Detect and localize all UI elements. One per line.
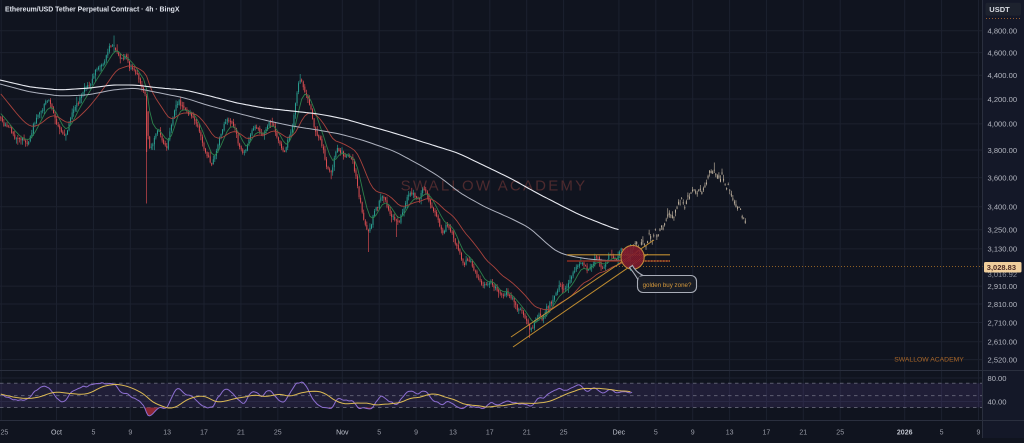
svg-text:2,710.00: 2,710.00 bbox=[988, 318, 1018, 327]
svg-text:2,910.00: 2,910.00 bbox=[988, 282, 1018, 291]
svg-text:4,000.00: 4,000.00 bbox=[988, 120, 1018, 129]
svg-text:3,250.00: 3,250.00 bbox=[988, 226, 1018, 235]
svg-text:21: 21 bbox=[237, 429, 245, 436]
svg-text:17: 17 bbox=[486, 429, 494, 436]
svg-text:25: 25 bbox=[274, 429, 282, 436]
svg-text:5: 5 bbox=[654, 429, 658, 436]
svg-text:5: 5 bbox=[940, 429, 944, 436]
svg-text:Nov: Nov bbox=[336, 429, 349, 436]
svg-text:21: 21 bbox=[799, 429, 807, 436]
svg-text:3,600.00: 3,600.00 bbox=[988, 173, 1018, 182]
svg-text:9: 9 bbox=[414, 429, 418, 436]
svg-text:13: 13 bbox=[726, 429, 734, 436]
svg-text:13: 13 bbox=[449, 429, 457, 436]
svg-text:SWALLOW ACADEMY: SWALLOW ACADEMY bbox=[401, 178, 588, 195]
svg-text:3,800.00: 3,800.00 bbox=[988, 146, 1018, 155]
svg-text:9: 9 bbox=[977, 429, 981, 436]
svg-text:17: 17 bbox=[763, 429, 771, 436]
svg-text:USDT: USDT bbox=[989, 5, 1010, 14]
svg-text:5: 5 bbox=[377, 429, 381, 436]
svg-text:golden buy zone?: golden buy zone? bbox=[643, 282, 692, 289]
svg-text:9: 9 bbox=[691, 429, 695, 436]
svg-text:9: 9 bbox=[128, 429, 132, 436]
svg-text:Ethereum/USD Tether Perpetual: Ethereum/USD Tether Perpetual Contract ·… bbox=[5, 6, 180, 13]
svg-text:3,130.00: 3,130.00 bbox=[988, 245, 1018, 254]
svg-text:3,400.00: 3,400.00 bbox=[988, 203, 1018, 212]
svg-text:2,520.00: 2,520.00 bbox=[988, 355, 1018, 364]
svg-text:2,810.00: 2,810.00 bbox=[988, 300, 1018, 309]
svg-text:5: 5 bbox=[91, 429, 95, 436]
svg-text:25: 25 bbox=[560, 429, 568, 436]
svg-text:40.00: 40.00 bbox=[988, 397, 1007, 406]
svg-text:4,600.00: 4,600.00 bbox=[988, 48, 1018, 57]
svg-text:80.00: 80.00 bbox=[988, 374, 1007, 383]
svg-text:Dec: Dec bbox=[613, 429, 626, 436]
svg-text:2,610.00: 2,610.00 bbox=[988, 338, 1018, 347]
svg-text:2026: 2026 bbox=[897, 429, 913, 436]
svg-text:SWALLOW ACADEMY: SWALLOW ACADEMY bbox=[894, 357, 964, 364]
svg-text:4,400.00: 4,400.00 bbox=[988, 71, 1018, 80]
svg-text:25: 25 bbox=[1, 429, 9, 436]
svg-text:25: 25 bbox=[836, 429, 844, 436]
svg-text:3,028.83: 3,028.83 bbox=[987, 263, 1016, 272]
svg-text:17: 17 bbox=[200, 429, 208, 436]
svg-text:4,200.00: 4,200.00 bbox=[988, 95, 1018, 104]
svg-text:13: 13 bbox=[163, 429, 171, 436]
svg-text:4,800.00: 4,800.00 bbox=[988, 27, 1018, 36]
svg-text:Oct: Oct bbox=[51, 429, 62, 436]
svg-text:21: 21 bbox=[523, 429, 531, 436]
